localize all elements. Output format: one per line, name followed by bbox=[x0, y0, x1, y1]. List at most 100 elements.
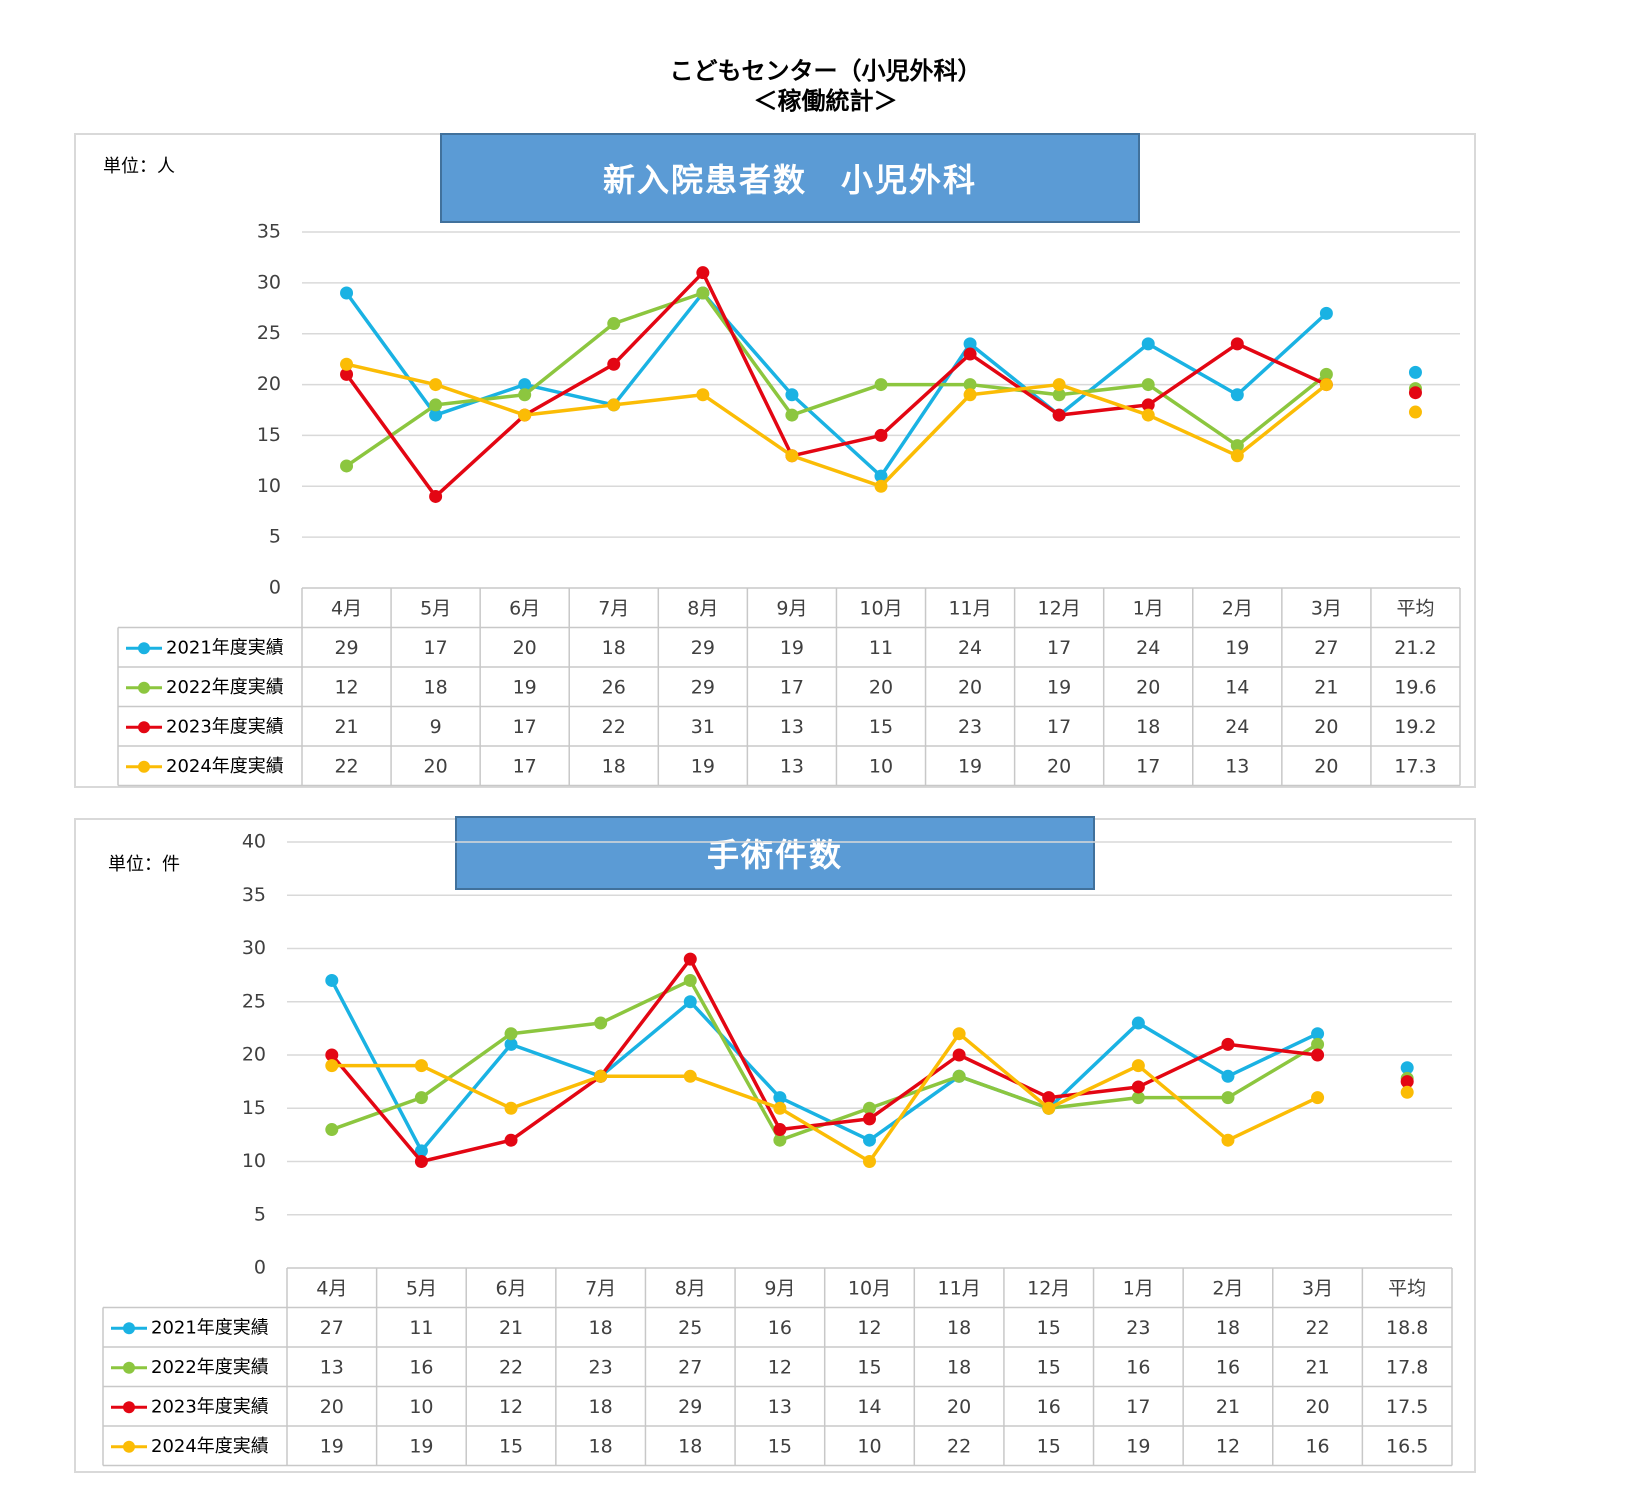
admissions-data-point-1 bbox=[607, 317, 621, 331]
admissions-y-tick-label: 25 bbox=[257, 322, 281, 344]
surgeries-y-tick-label: 5 bbox=[254, 1203, 266, 1225]
admissions-category-label: 4月 bbox=[331, 597, 362, 619]
admissions-table-avg-cell: 19.2 bbox=[1394, 716, 1436, 738]
admissions-table-cell: 18 bbox=[602, 755, 626, 777]
admissions-table-cell: 20 bbox=[424, 755, 448, 777]
admissions-table-cell: 31 bbox=[691, 716, 715, 738]
surgeries-table-cell: 19 bbox=[320, 1435, 344, 1457]
admissions-table-cell: 29 bbox=[691, 637, 715, 659]
admissions-table-cell: 17 bbox=[513, 755, 537, 777]
admissions-y-tick-label: 0 bbox=[269, 577, 281, 599]
surgeries-series-line-0 bbox=[330, 979, 1319, 1153]
admissions-table-cell: 15 bbox=[869, 716, 893, 738]
admissions-category-label: 7月 bbox=[598, 597, 629, 619]
admissions-series-line-1 bbox=[345, 291, 1328, 468]
admissions-category-label: 2月 bbox=[1222, 597, 1253, 619]
surgeries-data-point-0 bbox=[414, 1144, 428, 1158]
admissions-data-point-3 bbox=[785, 449, 799, 463]
surgeries-table-avg-cell: 17.5 bbox=[1386, 1396, 1428, 1418]
admissions-data-point-1 bbox=[963, 378, 977, 392]
surgeries-data-point-0 bbox=[863, 1133, 876, 1147]
admissions-avg-point-2 bbox=[1408, 386, 1422, 400]
surgeries-avg-header: 平均 bbox=[1388, 1277, 1426, 1299]
admissions-series-line-0 bbox=[345, 291, 1328, 478]
surgeries-data-point-3 bbox=[414, 1059, 428, 1073]
admissions-legend-label: 2023年度実績 bbox=[166, 716, 284, 737]
admissions-data-point-2 bbox=[696, 266, 710, 280]
surgeries-table-cell: 27 bbox=[320, 1317, 344, 1339]
admissions-data-point-0 bbox=[963, 337, 977, 351]
surgeries-table-cell: 22 bbox=[1305, 1317, 1329, 1339]
admissions-category-label: 3月 bbox=[1311, 597, 1342, 619]
admissions-data-point-1 bbox=[1319, 367, 1333, 381]
admissions-table-cell: 19 bbox=[1225, 637, 1249, 659]
admissions-data-point-0 bbox=[1230, 388, 1244, 402]
surgeries-data-point-3 bbox=[1042, 1101, 1056, 1115]
surgeries-series-line-3 bbox=[331, 1031, 1319, 1164]
admissions-data-point-3 bbox=[963, 388, 977, 402]
admissions-table-cell: 20 bbox=[1314, 716, 1338, 738]
surgeries-data-point-1 bbox=[1131, 1091, 1145, 1105]
admissions-data-point-2 bbox=[340, 367, 354, 381]
admissions-data-point-3 bbox=[696, 388, 710, 402]
surgeries-data-point-3 bbox=[863, 1155, 876, 1168]
surgeries-table-avg-cell: 18.8 bbox=[1386, 1317, 1428, 1339]
admissions-data-point-2 bbox=[1230, 337, 1244, 351]
surgeries-data-point-3 bbox=[594, 1069, 608, 1083]
admissions-y-tick-label: 10 bbox=[257, 475, 281, 497]
surgeries-table-cell: 15 bbox=[499, 1435, 523, 1457]
admissions-table-cell: 23 bbox=[958, 716, 982, 738]
admissions-table-cell: 20 bbox=[869, 676, 893, 698]
surgeries-legend-key-dot bbox=[123, 1322, 135, 1335]
admissions-table-cell: 19 bbox=[1047, 676, 1071, 698]
admissions-data-point-0 bbox=[874, 469, 888, 483]
surgeries-data-point-0 bbox=[773, 1091, 787, 1105]
admissions-category-label: 12月 bbox=[1038, 597, 1081, 619]
admissions-data-point-1 bbox=[518, 388, 532, 402]
surgeries-data-point-2 bbox=[414, 1155, 428, 1168]
surgeries-category-label: 12月 bbox=[1027, 1277, 1070, 1299]
admissions-category-label: 5月 bbox=[420, 597, 451, 619]
admissions-data-point-3 bbox=[1141, 408, 1155, 422]
admissions-legend-key-dot bbox=[138, 721, 150, 734]
admissions-category-label: 1月 bbox=[1133, 597, 1164, 619]
surgeries-series-line-1 bbox=[331, 978, 1319, 1142]
surgeries-table-cell: 12 bbox=[1216, 1435, 1240, 1457]
admissions-category-label: 11月 bbox=[948, 597, 991, 619]
admissions-series-line-3 bbox=[346, 362, 1328, 489]
surgeries-table-cell: 16 bbox=[409, 1356, 433, 1378]
chart-panel-surgeries bbox=[74, 818, 1476, 1473]
admissions-table-cell: 24 bbox=[1136, 637, 1160, 659]
surgeries-data-point-1 bbox=[952, 1069, 966, 1083]
surgeries-data-point-1 bbox=[325, 1123, 339, 1137]
admissions-table-cell: 17 bbox=[513, 716, 537, 738]
admissions-table-cell: 19 bbox=[513, 676, 537, 698]
admissions-data-point-2 bbox=[1052, 408, 1066, 422]
admissions-data-point-2 bbox=[1141, 398, 1155, 412]
surgeries-data-point-0 bbox=[325, 973, 339, 987]
surgeries-data-point-2 bbox=[773, 1123, 787, 1137]
surgeries-data-point-2 bbox=[325, 1048, 339, 1062]
surgeries-table-cell: 14 bbox=[857, 1396, 881, 1418]
admissions-table-cell: 29 bbox=[691, 676, 715, 698]
admissions-table-avg-cell: 19.6 bbox=[1394, 676, 1436, 698]
admissions-table-cell: 20 bbox=[513, 637, 537, 659]
admissions-table-cell: 18 bbox=[602, 637, 626, 659]
surgeries-data-point-3 bbox=[325, 1059, 339, 1073]
surgeries-y-tick-label: 35 bbox=[242, 884, 266, 906]
page-subtitle: ＜稼働統計＞ bbox=[753, 87, 898, 115]
surgeries-table-cell: 16 bbox=[1216, 1356, 1240, 1378]
admissions-table-cell: 19 bbox=[958, 755, 982, 777]
admissions-data-point-1 bbox=[1052, 388, 1066, 402]
surgeries-table-cell: 18 bbox=[589, 1435, 613, 1457]
admissions-data-point-1 bbox=[1141, 378, 1155, 392]
surgeries-table-cell: 10 bbox=[857, 1435, 881, 1457]
surgeries-table-cell: 16 bbox=[1305, 1435, 1329, 1457]
admissions-data-point-1 bbox=[785, 408, 799, 422]
admissions-data-point-1 bbox=[874, 378, 888, 392]
chart-panel-admissions bbox=[74, 133, 1476, 788]
surgeries-data-point-2 bbox=[1042, 1091, 1056, 1105]
admissions-table-cell: 17 bbox=[1047, 637, 1071, 659]
surgeries-category-label: 2月 bbox=[1212, 1277, 1243, 1299]
page-title: こどもセンター（小児外科） bbox=[669, 57, 982, 85]
